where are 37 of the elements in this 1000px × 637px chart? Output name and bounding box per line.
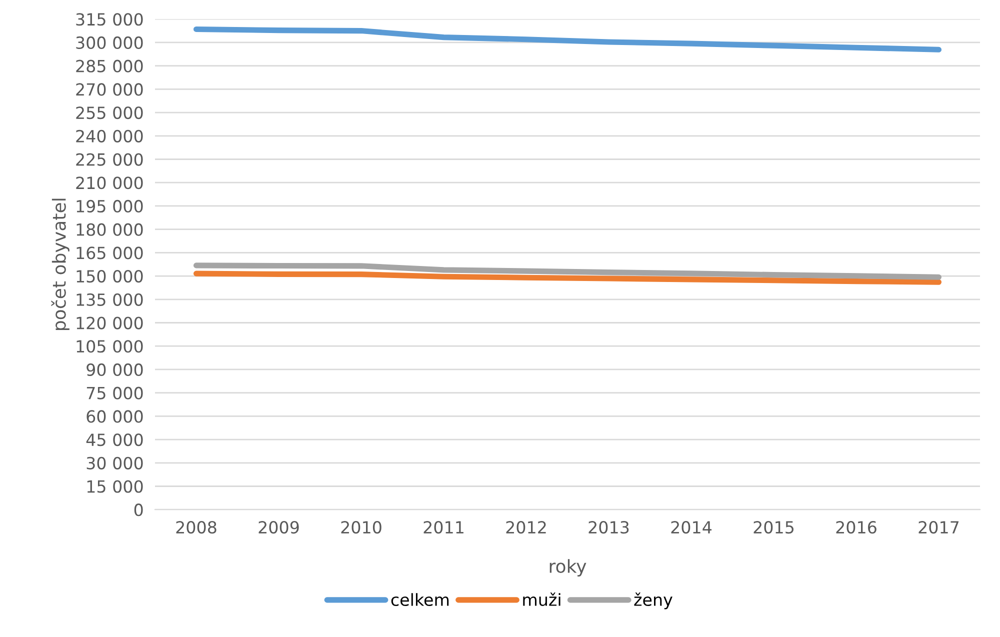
y-tick-label: 210 000 [76, 176, 143, 190]
y-tick-label: 285 000 [76, 60, 143, 72]
y-tick-label: 75 000 [86, 386, 143, 400]
legend-label: muži [523, 592, 560, 606]
y-tick-label: 225 000 [76, 153, 143, 166]
y-tick-label: 255 000 [76, 106, 143, 120]
x-tick-label: 2012 [506, 521, 546, 534]
y-tick-label: 30 000 [86, 456, 143, 470]
y-tick-label: 300 000 [76, 36, 143, 50]
x-axis-title: roky [550, 559, 586, 577]
y-tick-label: 45 000 [86, 433, 143, 446]
legend-label: ženy [634, 592, 672, 610]
y-tick-label: 315 000 [76, 13, 143, 26]
y-tick-label: 240 000 [76, 130, 143, 142]
y-tick-label: 120 000 [76, 316, 143, 330]
x-tick-label: 2011 [424, 521, 464, 534]
y-tick-label: 195 000 [76, 200, 143, 213]
y-tick-label: 150 000 [76, 270, 143, 283]
y-tick-label: 15 000 [87, 480, 143, 493]
x-tick-label: 2015 [754, 521, 794, 534]
y-tick-label: 105 000 [76, 340, 143, 353]
y-axis-title: počet obyvatel [51, 198, 70, 330]
y-tick-label: 90 000 [86, 363, 143, 376]
y-tick-label: 165 000 [76, 246, 143, 260]
legend-label: celkem [391, 593, 449, 606]
y-tick-label: 180 000 [76, 223, 143, 236]
x-tick-label: 2008 [176, 521, 216, 534]
x-tick-label: 2013 [588, 521, 629, 534]
x-tick-label: 2014 [671, 521, 712, 534]
y-tick-label: 60 000 [86, 410, 143, 423]
y-tick-label: 270 000 [76, 83, 143, 96]
x-tick-label: 2016 [836, 521, 876, 534]
x-tick-label: 2009 [258, 521, 299, 534]
y-tick-label: 135 000 [76, 293, 143, 306]
y-tick-label: 0 [134, 504, 143, 516]
x-tick-label: 2017 [918, 521, 959, 534]
x-tick-label: 2010 [341, 521, 382, 534]
